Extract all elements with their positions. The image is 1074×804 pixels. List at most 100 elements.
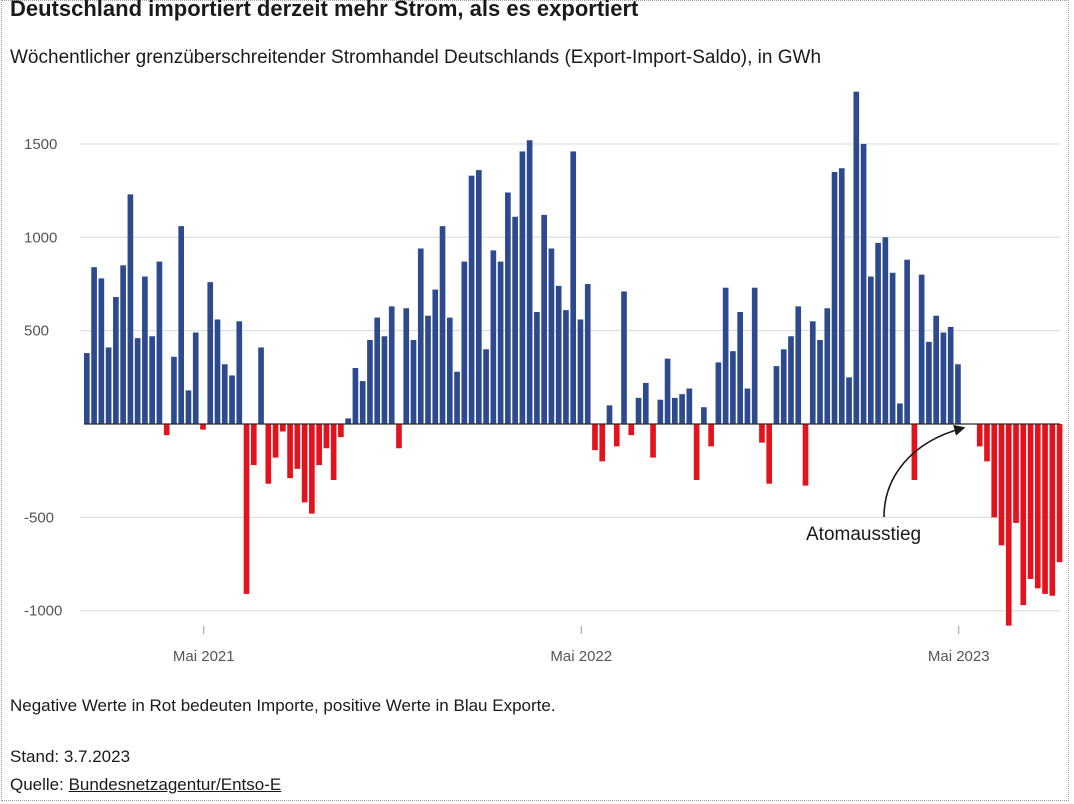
bar-export — [926, 341, 932, 424]
bar-export — [113, 297, 119, 424]
bar-import — [243, 424, 250, 594]
bar-export — [606, 405, 613, 424]
bar-export — [672, 397, 678, 424]
bar-import — [1005, 424, 1012, 626]
bar-import — [163, 424, 170, 436]
bar-export — [258, 347, 264, 424]
bar-export — [534, 311, 540, 424]
bar-export — [701, 407, 707, 424]
bar-import — [200, 424, 206, 430]
bar-export — [221, 364, 228, 424]
bar-export — [809, 321, 816, 424]
bar-export — [664, 358, 671, 424]
chart-subtitle: Wöchentlicher grenzüberschreitender Stro… — [10, 47, 822, 68]
bar-export — [846, 377, 852, 424]
source-link[interactable]: Bundesnetzagentur/Entso-E — [68, 775, 282, 794]
bar-export — [156, 261, 163, 424]
bar-export — [860, 143, 867, 424]
bar-export — [715, 362, 722, 424]
bar-export — [345, 418, 351, 424]
bar-import — [1034, 424, 1041, 589]
bar-export — [367, 339, 373, 424]
bar-export — [381, 336, 388, 424]
bar-export — [519, 151, 526, 425]
y-tick-label: -500 — [24, 509, 54, 526]
y-tick-label: 500 — [24, 323, 49, 340]
bar-export — [788, 336, 794, 424]
bar-import — [802, 424, 809, 486]
bar-export — [352, 367, 359, 424]
bar-import — [301, 424, 308, 503]
bar-export — [461, 261, 468, 424]
bar-import — [323, 424, 330, 449]
bar-export — [817, 339, 823, 424]
bar-export — [374, 317, 381, 424]
bar-export — [388, 306, 395, 424]
bar-import — [287, 424, 293, 479]
bar-export — [439, 226, 446, 424]
bar-export — [686, 388, 693, 424]
y-tick-label: -1000 — [24, 603, 62, 620]
bar-export — [149, 336, 155, 424]
bar-export — [98, 278, 105, 424]
bar-export — [91, 267, 97, 424]
bar-export — [875, 242, 881, 424]
bar-export — [737, 311, 743, 424]
bar-export — [214, 319, 221, 424]
y-tick-label: 1500 — [24, 136, 57, 153]
bar-import — [272, 424, 279, 458]
x-tick-label: Mai 2022 — [550, 648, 612, 665]
bar-import — [396, 424, 402, 449]
bar-export — [773, 366, 780, 424]
bar-import — [330, 424, 337, 481]
bar-import — [984, 424, 990, 462]
bar-import — [1049, 424, 1056, 596]
bar-import — [613, 424, 620, 447]
annotation-label: Atomausstieg — [806, 524, 921, 545]
bar-export — [621, 291, 627, 424]
bar-import — [316, 424, 322, 466]
bar-import — [294, 424, 301, 469]
bar-export — [730, 351, 736, 424]
bar-export — [454, 371, 460, 424]
bar-import — [280, 424, 286, 432]
bar-export — [563, 310, 569, 424]
x-tick-label: Mai 2023 — [928, 648, 990, 665]
bar-import — [1042, 424, 1048, 594]
bar-export — [490, 250, 497, 424]
bar-import — [1013, 424, 1019, 523]
bar-export — [192, 332, 199, 424]
bar-import — [998, 424, 1005, 546]
bar-export — [548, 248, 555, 424]
bar-export — [359, 381, 366, 424]
bar-export — [555, 285, 562, 424]
x-axis: Mai 2021 Mai 2022 Mai 2023 — [173, 626, 990, 665]
bar-export — [417, 248, 424, 424]
bar-export — [178, 226, 185, 424]
bar-export — [947, 326, 954, 424]
bar-export — [940, 332, 947, 424]
bar-import — [592, 424, 598, 451]
bar-export — [918, 274, 925, 424]
bar-export — [679, 394, 685, 424]
bar-export — [889, 272, 896, 424]
bar-export — [824, 308, 831, 424]
bars — [84, 91, 1063, 626]
bar-import — [766, 424, 773, 484]
source-prefix: Quelle: — [10, 775, 69, 794]
bar-export — [744, 388, 751, 424]
bar-import — [309, 424, 315, 514]
bar-export — [795, 306, 802, 424]
bar-export — [512, 216, 518, 424]
bar-import — [759, 424, 765, 443]
bar-export — [751, 287, 758, 424]
annotation-arrow — [883, 424, 966, 518]
bar-export — [446, 317, 453, 424]
bar-export — [425, 315, 431, 424]
chart-title: Deutschland importiert derzeit mehr Stro… — [10, 0, 639, 21]
bar-import — [338, 424, 344, 438]
bar-export — [410, 339, 417, 424]
bar-import — [1020, 424, 1027, 606]
